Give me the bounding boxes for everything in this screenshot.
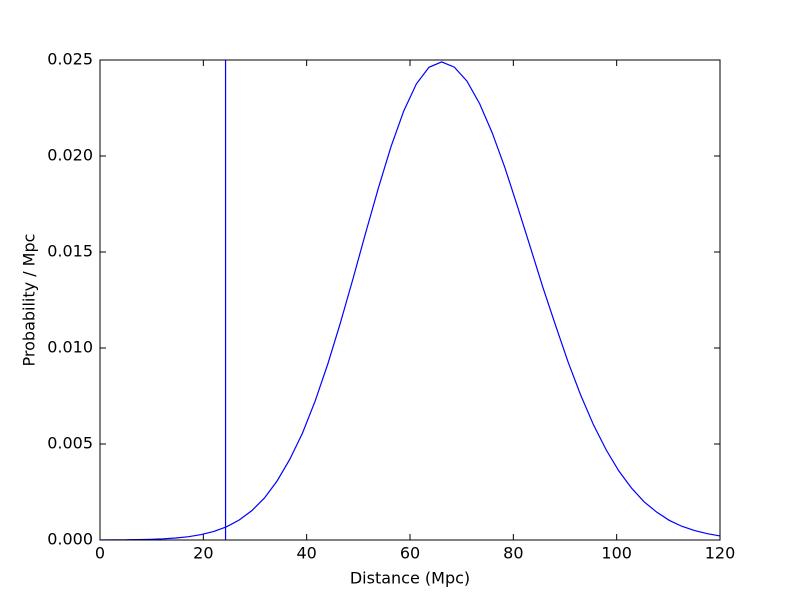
plot-frame <box>99 59 721 541</box>
x-tick-label: 0 <box>95 544 105 563</box>
x-tick-label: 100 <box>601 544 632 563</box>
y-tick-label: 0.005 <box>47 434 93 453</box>
x-tick-label: 80 <box>503 544 523 563</box>
x-tick-label: 60 <box>400 544 420 563</box>
x-tick-label: 120 <box>705 544 736 563</box>
y-tick-label: 0.020 <box>47 146 93 165</box>
y-tick-label: 0.000 <box>47 530 93 549</box>
x-axis-label: Distance (Mpc) <box>350 569 470 588</box>
y-tick-label: 0.025 <box>47 50 93 69</box>
y-tick-label: 0.015 <box>47 242 93 261</box>
data-line <box>99 61 721 541</box>
x-tick-label: 20 <box>193 544 213 563</box>
y-axis-label: Probability / Mpc <box>20 234 39 367</box>
y-tick-label: 0.010 <box>47 338 93 357</box>
x-tick-label: 40 <box>296 544 316 563</box>
